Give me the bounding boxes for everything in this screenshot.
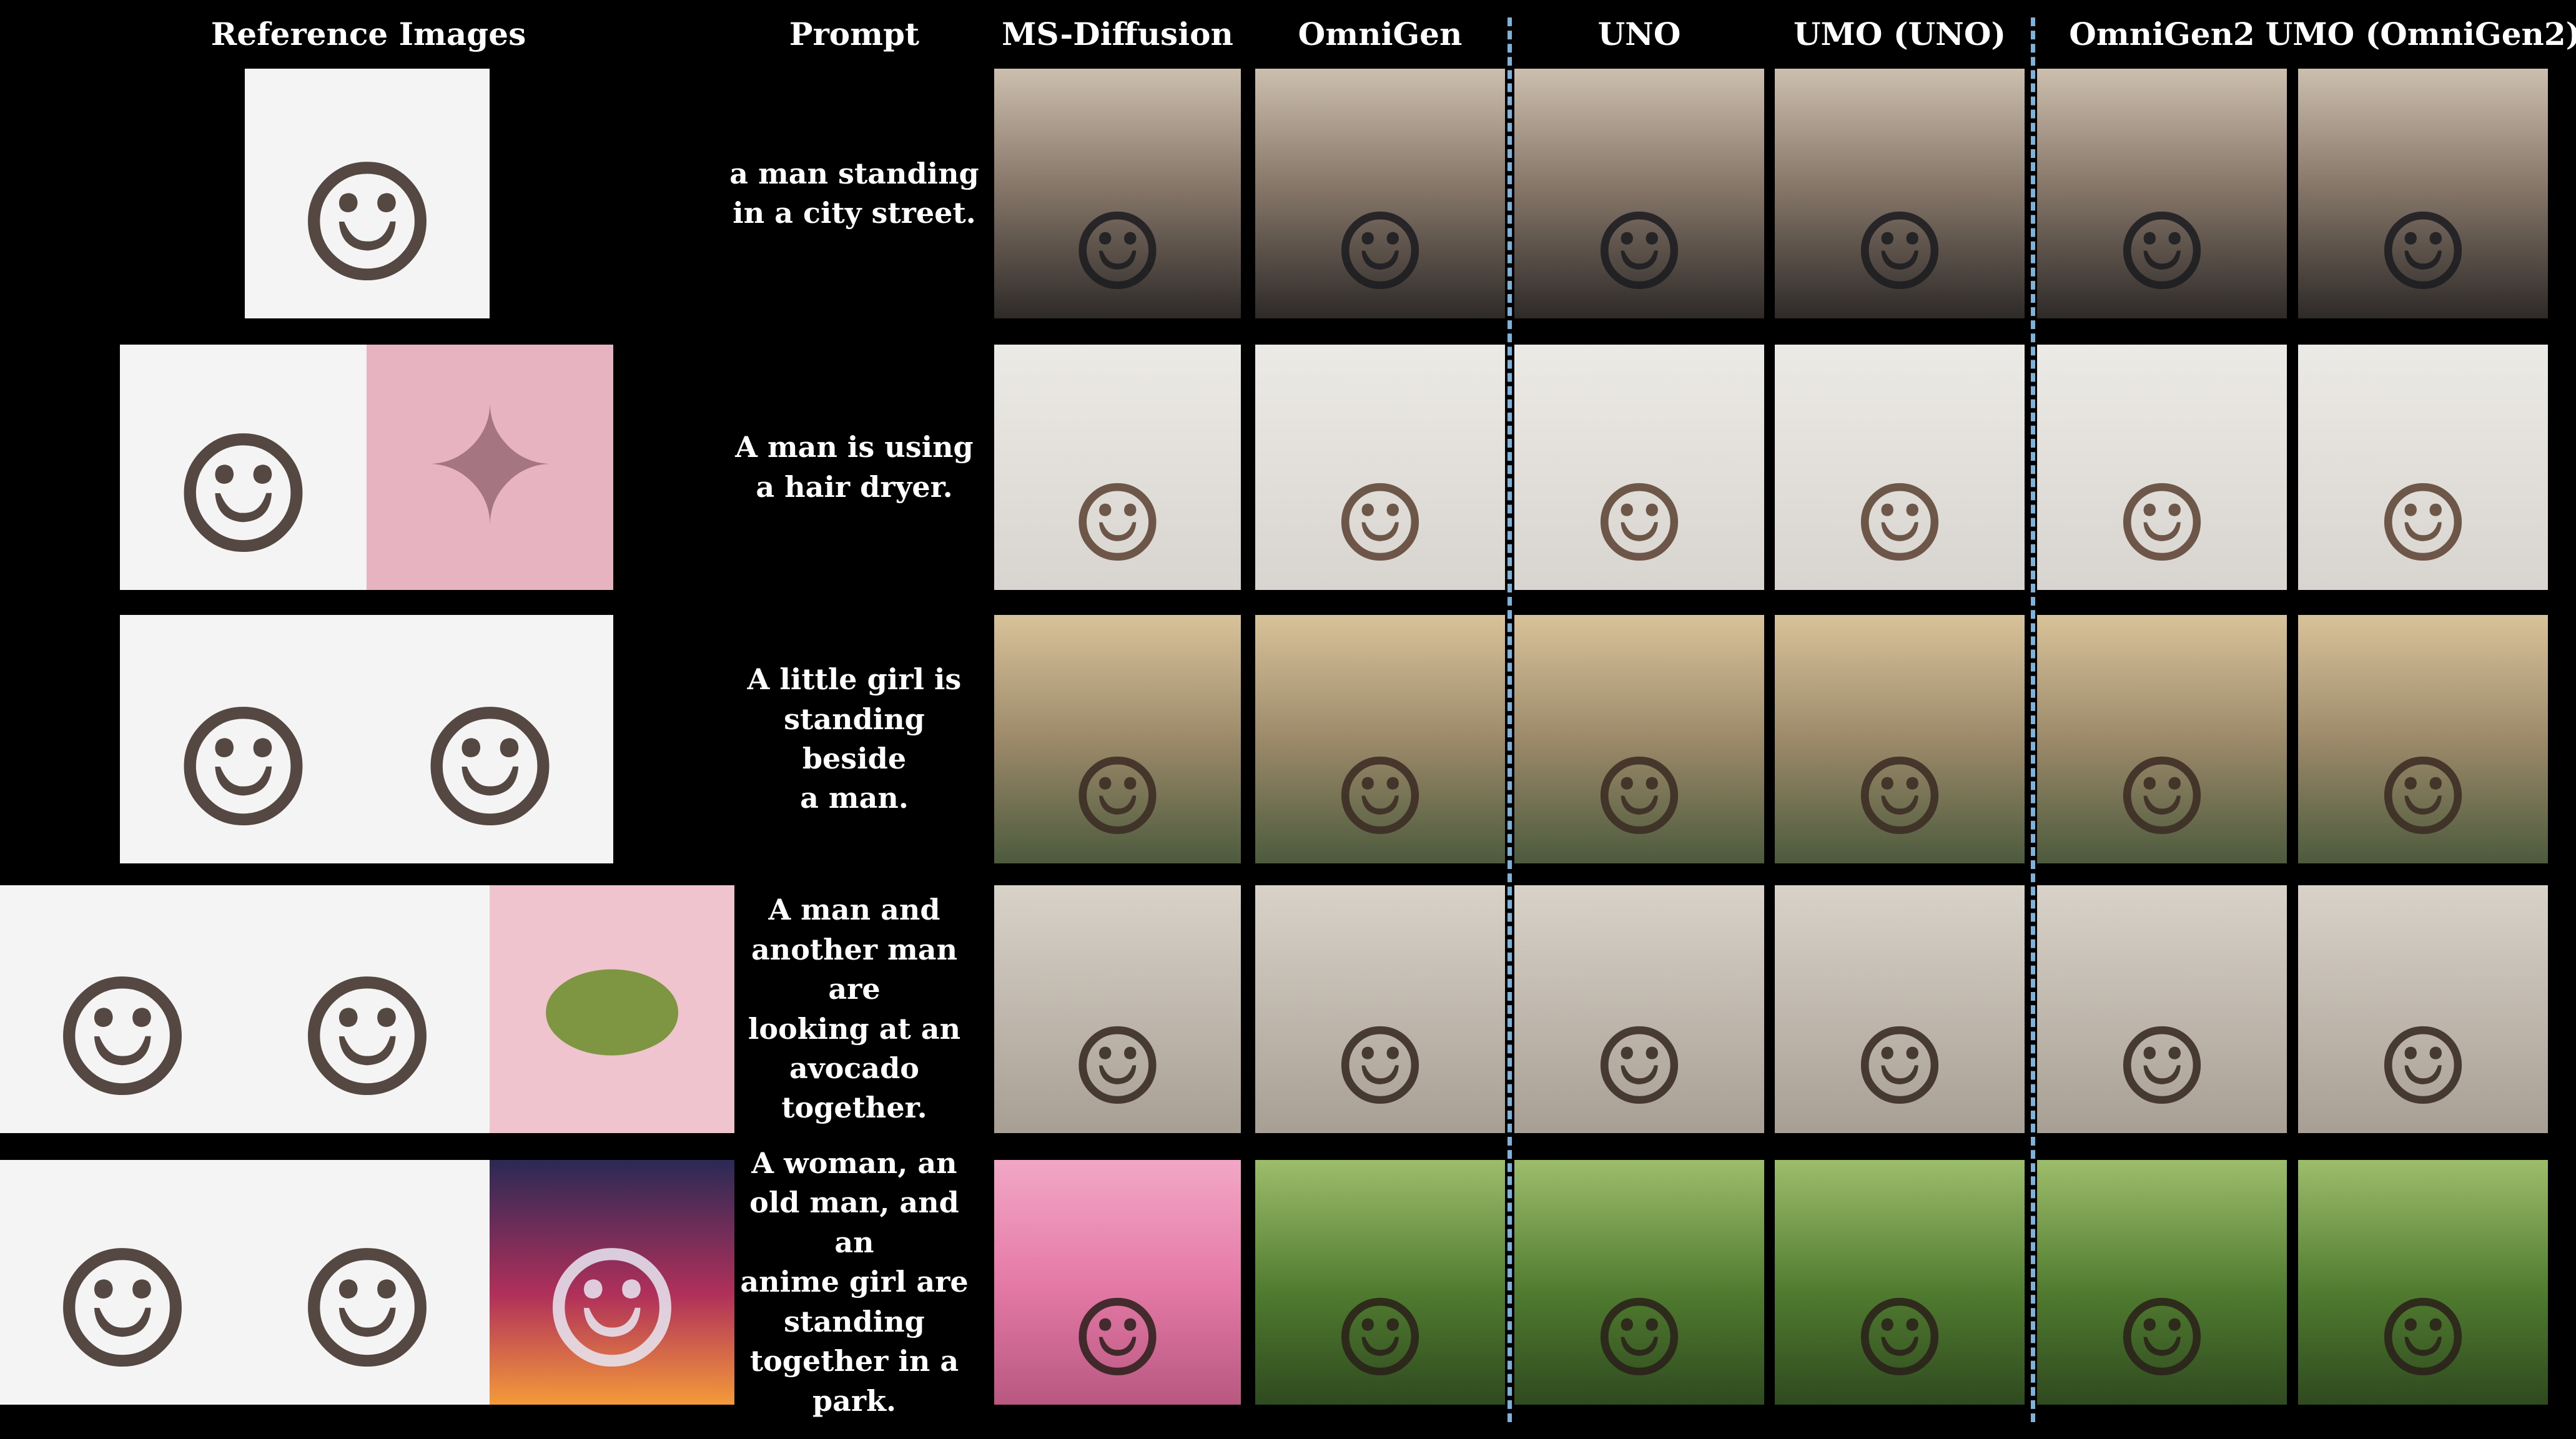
separator-line [2031, 17, 2035, 1422]
woman-portrait-icon: ☺ [49, 1217, 195, 1405]
generated-image-ms-diffusion: ☺ [994, 1160, 1241, 1405]
man-in-street-icon: ☺ [2114, 191, 2210, 315]
two-men-with-avocado-icon: ☺ [1591, 1006, 1687, 1129]
girl-and-man-icon: ☺ [2114, 736, 2210, 860]
man-with-hair-dryer-icon: ☺ [1332, 463, 1428, 586]
header-ms-diffusion: MS-Diffusion [1002, 15, 1233, 52]
man-portrait-icon: ☺ [49, 945, 195, 1133]
man-with-glasses-portrait-icon: ☺ [417, 675, 563, 863]
prompt-text: A woman, an old man, and an anime girl are… [740, 1146, 969, 1418]
two-men-with-avocado-icon: ☺ [1332, 1006, 1428, 1129]
old-man-portrait-icon: ☺ [294, 1217, 440, 1405]
generated-image-omnigen2: ☺ [2037, 69, 2287, 318]
generated-image-ms-diffusion: ☺ [994, 885, 1241, 1133]
group-in-park-icon: ☺ [1070, 1277, 1165, 1401]
reference-image: ✦ [367, 345, 613, 590]
reference-image: ☺ [245, 885, 490, 1133]
reference-image: ☺ [245, 1160, 490, 1405]
generated-image-omnigen2: ☺ [2037, 1160, 2287, 1405]
group-in-park-icon: ☺ [2114, 1277, 2210, 1401]
generated-image-uno: ☺ [1514, 345, 1764, 590]
separator-line [1508, 17, 1512, 1422]
reference-image: ☺ [367, 615, 613, 863]
two-men-with-avocado-icon: ☺ [2114, 1006, 2210, 1129]
man-with-hair-dryer-icon: ☺ [2375, 463, 2471, 586]
generated-image-uno: ☺ [1514, 69, 1764, 318]
reference-image: ☺ [490, 1160, 734, 1405]
man-portrait-icon: ☺ [170, 402, 317, 590]
header-prompt: Prompt [789, 15, 920, 52]
generated-image-uno: ☺ [1514, 615, 1764, 863]
prompt-text: A man and another man are looking at an avo… [748, 893, 961, 1125]
group-in-park-icon: ☺ [2375, 1277, 2471, 1401]
two-men-with-avocado-icon: ☺ [2375, 1006, 2471, 1129]
generated-image-uno: ☺ [1514, 1160, 1764, 1405]
man-with-hair-dryer-icon: ☺ [1591, 463, 1687, 586]
generated-image-omnigen: ☺ [1255, 1160, 1505, 1405]
generated-image-umo-uno: ☺ [1775, 885, 2025, 1133]
prompt-text: a man standing in a city street. [729, 156, 979, 230]
girl-and-man-icon: ☺ [1852, 736, 1948, 860]
generated-image-uno: ☺ [1514, 885, 1764, 1133]
group-in-park-icon: ☺ [1332, 1277, 1428, 1401]
generated-image-umo-uno: ☺ [1775, 1160, 2025, 1405]
header-uno: UNO [1597, 15, 1681, 52]
man-in-street-icon: ☺ [1070, 191, 1165, 315]
generated-image-umo-uno: ☺ [1775, 345, 2025, 590]
girl-and-man-icon: ☺ [1332, 736, 1428, 860]
man-in-street-icon: ☺ [1852, 191, 1948, 315]
man-in-street-icon: ☺ [1591, 191, 1687, 315]
reference-image: ⬬ [490, 885, 734, 1133]
girl-portrait-icon: ☺ [170, 675, 317, 863]
prompt-text: A man is using a hair dryer. [735, 430, 974, 504]
generated-image-omnigen: ☺ [1255, 69, 1505, 318]
avocado-icon: ⬬ [542, 915, 682, 1104]
two-men-with-avocado-icon: ☺ [1852, 1006, 1948, 1129]
generated-image-umo-uno: ☺ [1775, 615, 2025, 863]
man-portrait-icon: ☺ [294, 130, 440, 318]
reference-image: ☺ [120, 615, 367, 863]
man-with-hair-dryer-icon: ☺ [1070, 463, 1165, 586]
reference-image: ☺ [0, 1160, 245, 1405]
generated-image-omnigen2: ☺ [2037, 345, 2287, 590]
generated-image-umo-omnigen2: ☺ [2298, 69, 2548, 318]
header-omnigen: OmniGen [1298, 15, 1463, 52]
generated-image-omnigen2: ☺ [2037, 615, 2287, 863]
group-in-park-icon: ☺ [1591, 1277, 1687, 1401]
header-omnigen2: OmniGen2 [2069, 15, 2255, 52]
girl-and-man-icon: ☺ [2375, 736, 2471, 860]
man-with-hair-dryer-icon: ☺ [2114, 463, 2210, 586]
man-portrait-icon: ☺ [294, 945, 440, 1133]
generated-image-ms-diffusion: ☺ [994, 615, 1241, 863]
generated-image-omnigen: ☺ [1255, 885, 1505, 1133]
group-in-park-icon: ☺ [1852, 1277, 1948, 1401]
anime-girl-portrait-icon: ☺ [539, 1217, 685, 1405]
generated-image-umo-uno: ☺ [1775, 69, 2025, 318]
girl-and-man-icon: ☺ [1591, 736, 1687, 860]
generated-image-umo-omnigen2: ☺ [2298, 885, 2548, 1133]
two-men-with-avocado-icon: ☺ [1070, 1006, 1165, 1129]
generated-image-umo-omnigen2: ☺ [2298, 345, 2548, 590]
generated-image-omnigen2: ☺ [2037, 885, 2287, 1133]
generated-image-ms-diffusion: ☺ [994, 345, 1241, 590]
reference-image: ☺ [0, 885, 245, 1133]
generated-image-umo-omnigen2: ☺ [2298, 615, 2548, 863]
reference-image: ☺ [120, 345, 367, 590]
generated-image-umo-omnigen2: ☺ [2298, 1160, 2548, 1405]
girl-and-man-icon: ☺ [1070, 736, 1165, 860]
generated-image-omnigen: ☺ [1255, 345, 1505, 590]
header-reference-images: Reference Images [210, 15, 526, 52]
man-in-street-icon: ☺ [1332, 191, 1428, 315]
man-with-hair-dryer-icon: ☺ [1852, 463, 1948, 586]
generated-image-ms-diffusion: ☺ [994, 69, 1241, 318]
header-umo-uno: UMO (UNO) [1793, 15, 2006, 52]
reference-image: ☺ [245, 69, 490, 318]
man-in-street-icon: ☺ [2375, 191, 2471, 315]
header-umo-omnigen2: UMO (OmniGen2) [2265, 15, 2576, 52]
hair-dryer-icon: ✦ [422, 373, 558, 562]
prompt-text: A little girl is standing beside a man. [747, 662, 962, 815]
generated-image-omnigen: ☺ [1255, 615, 1505, 863]
